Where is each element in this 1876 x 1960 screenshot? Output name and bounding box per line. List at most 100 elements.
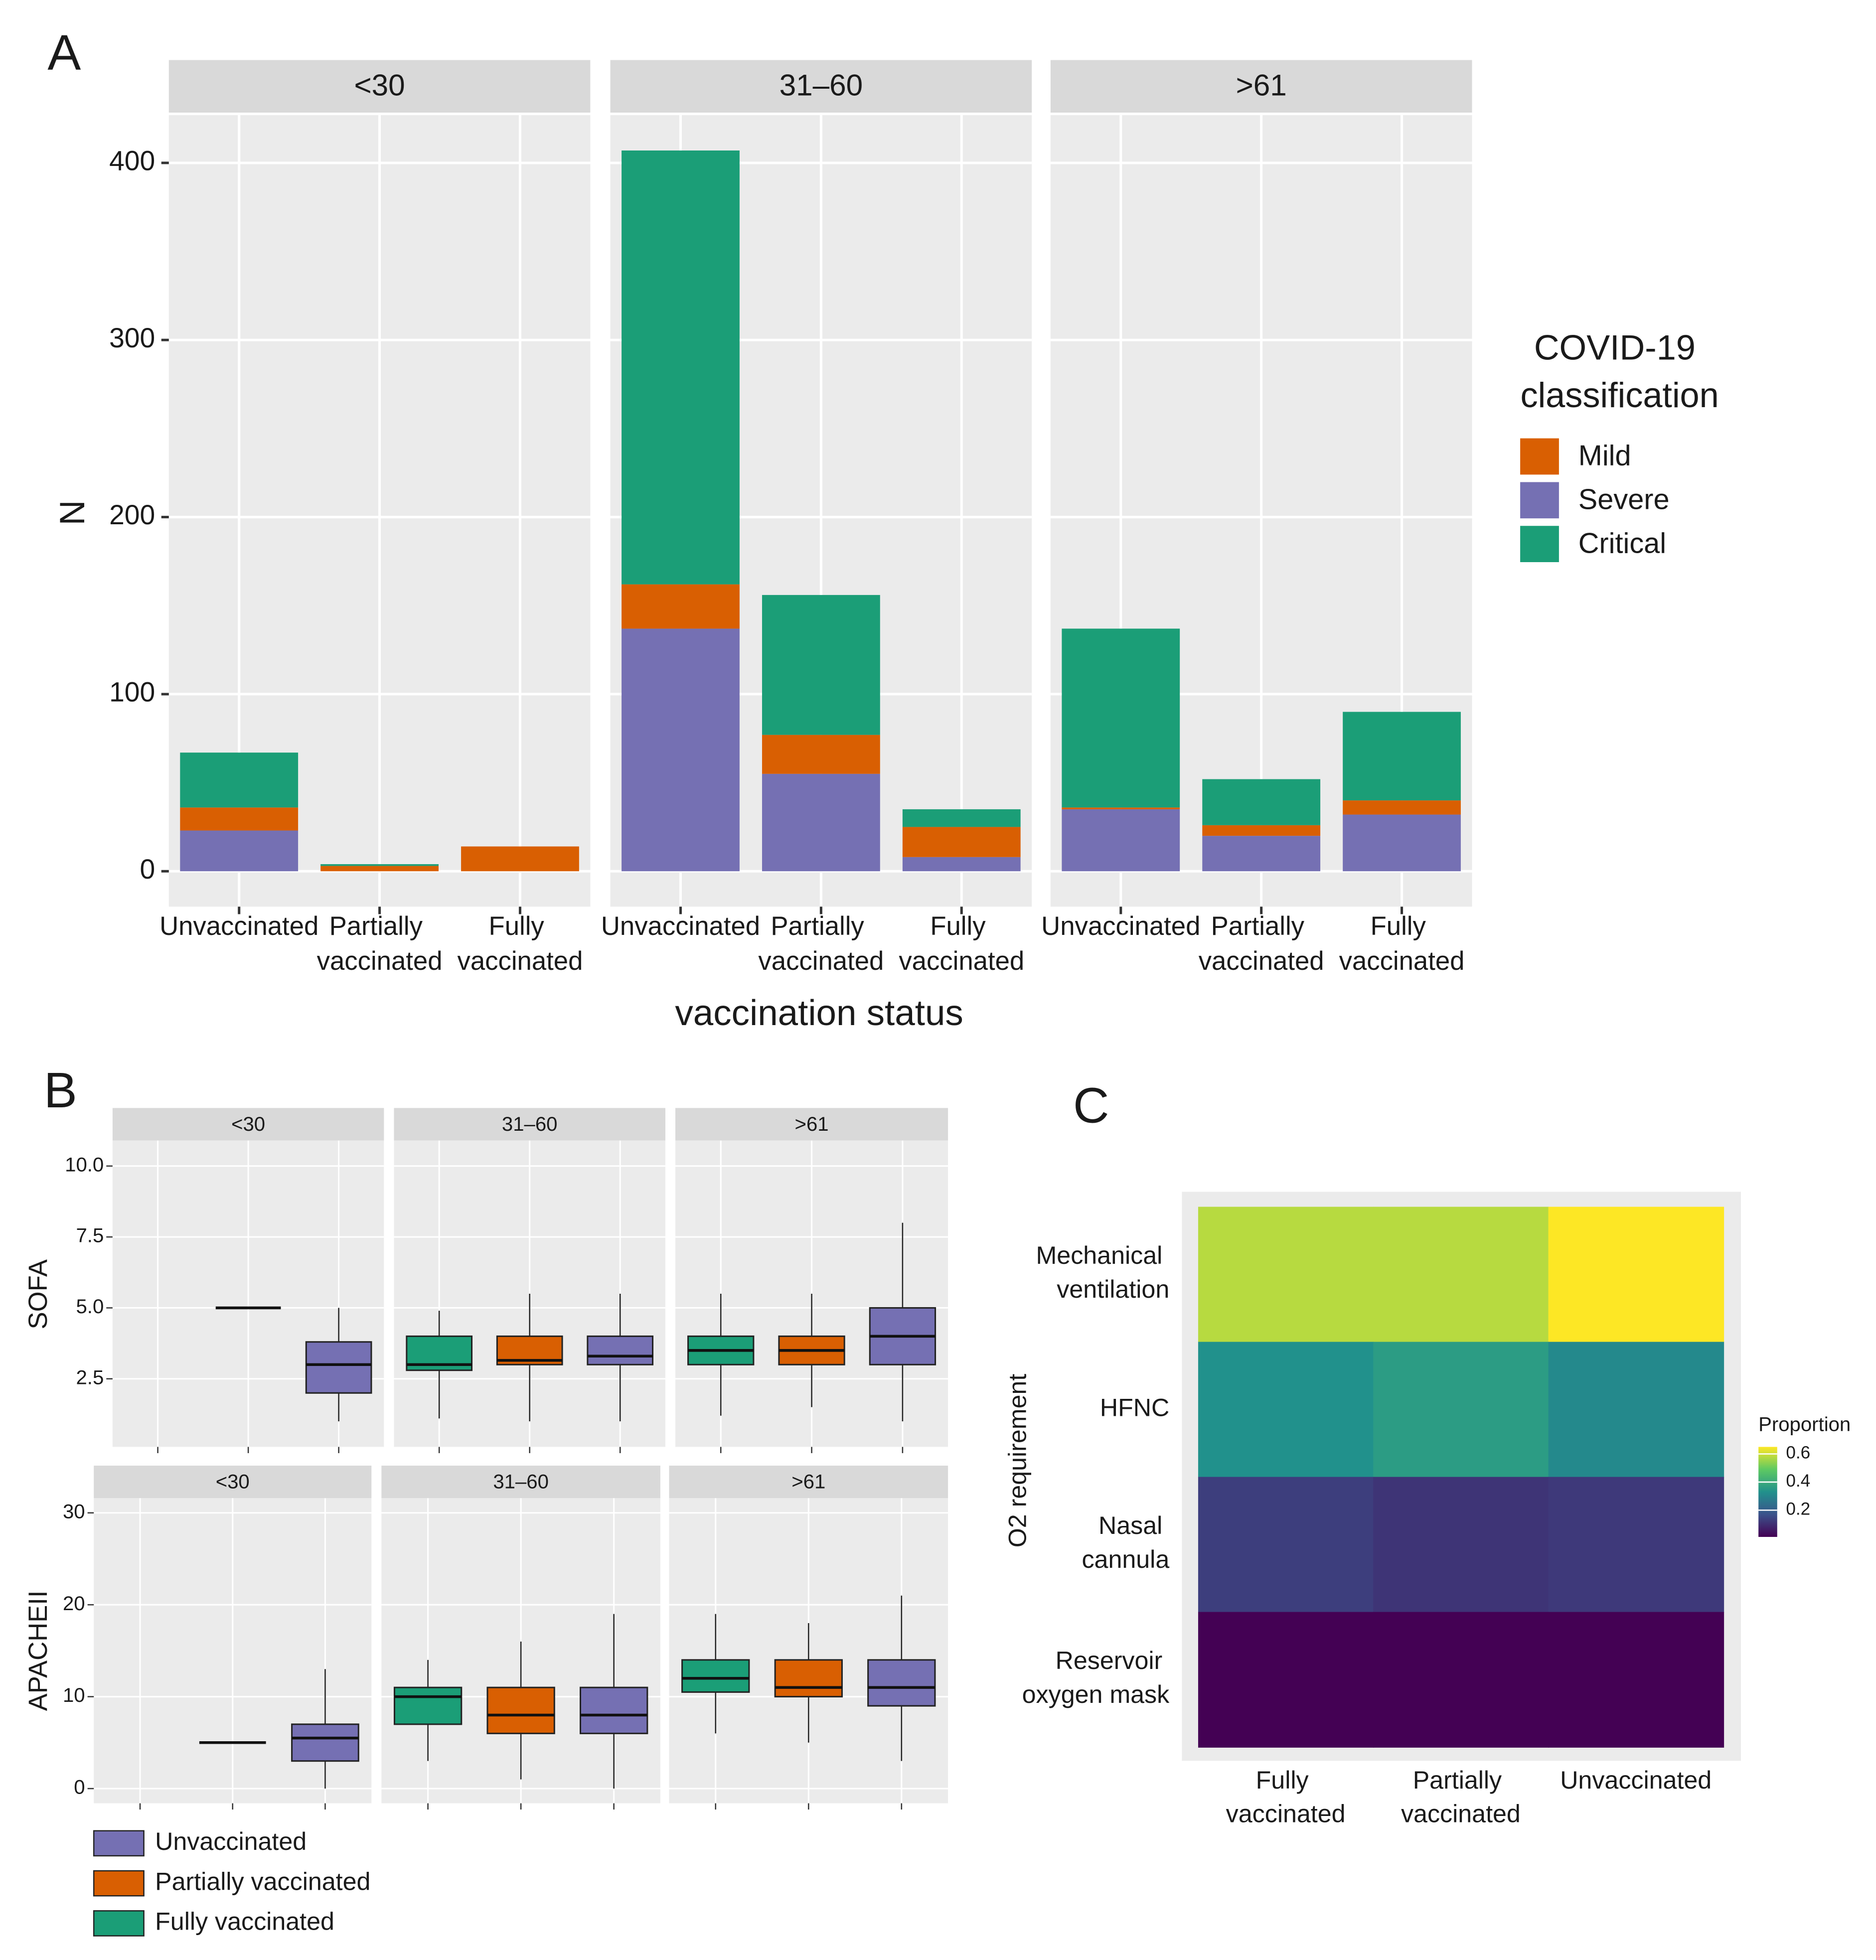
legend-label: Severe (1578, 484, 1670, 516)
strip (394, 1108, 665, 1141)
bar-segment (622, 628, 740, 872)
x-tick-label: Partially vaccinated (1199, 911, 1324, 976)
strip (168, 60, 591, 113)
bar-segment (1343, 800, 1461, 815)
bar-segment (1062, 807, 1180, 809)
bar-segment (1062, 628, 1180, 808)
row-label: Nasal cannula (1082, 1511, 1169, 1573)
y-axis-label: O2 requirement (1003, 1374, 1031, 1548)
legend-title: COVID-19 classification (1520, 327, 1719, 414)
y-axis-label: SOFA (23, 1259, 53, 1329)
bar-segment (902, 827, 1021, 857)
heatmap-cell (1198, 1206, 1374, 1343)
heatmap-cell (1198, 1342, 1374, 1478)
colorbar-tick-label: 0.4 (1786, 1471, 1810, 1491)
facet-label: 31–60 (493, 1471, 549, 1493)
box (587, 1335, 654, 1365)
bar-segment (320, 864, 439, 866)
heatmap-cell (1198, 1477, 1374, 1613)
x-tick-label: Fully vaccinated (458, 911, 583, 976)
y-tick-label: 2.5 (76, 1366, 104, 1388)
y-tick-label: 400 (109, 145, 155, 176)
row-label: HFNC (1100, 1393, 1169, 1421)
y-tick-label: 5.0 (76, 1295, 104, 1318)
x-tick-label: Unvaccinated (159, 911, 318, 941)
box (580, 1686, 648, 1734)
bar-segment (1343, 814, 1461, 872)
y-tick-label: 0 (74, 1776, 85, 1799)
heatmap-cell (1373, 1206, 1549, 1343)
heatmap-cell (1548, 1612, 1724, 1748)
legend-label: Unvaccinated (155, 1827, 307, 1855)
facet-label: <30 (354, 68, 405, 102)
legend-swatch (93, 1830, 145, 1857)
bar-segment (762, 773, 880, 872)
bar-segment (762, 595, 880, 735)
legend-swatch (1519, 524, 1561, 564)
box (774, 1659, 843, 1698)
legend-label: Partially vaccinated (155, 1867, 370, 1895)
y-tick-label: 10.0 (65, 1153, 104, 1176)
box (393, 1686, 463, 1725)
colorbar (1758, 1447, 1777, 1537)
facet-label: >61 (795, 1113, 829, 1135)
bar-segment (1062, 809, 1180, 872)
facet-label: 31–60 (502, 1113, 558, 1135)
strip (610, 60, 1032, 113)
panel-label: B (44, 1062, 77, 1118)
x-tick-label: Fully vaccinated (899, 911, 1024, 976)
x-tick-label: Unvaccinated (1041, 911, 1200, 941)
x-tick-label: Unvaccinated (601, 911, 760, 941)
facet-label: <30 (216, 1471, 250, 1493)
bar-segment (1202, 825, 1321, 836)
box (867, 1659, 936, 1707)
heatmap-cell (1548, 1342, 1724, 1478)
column-label: Partially vaccinated (1401, 1766, 1521, 1828)
heatmap-cell (1198, 1612, 1374, 1748)
legend-label: Mild (1578, 440, 1631, 472)
legend-label: Fully vaccinated (155, 1908, 334, 1936)
y-axis-label: N (52, 500, 92, 526)
bar-segment (461, 846, 579, 872)
bar-segment (902, 857, 1021, 872)
legend-swatch (1519, 480, 1561, 520)
bar-segment (320, 866, 439, 872)
bar-segment (180, 830, 299, 872)
box (681, 1659, 750, 1693)
legend-swatch (1519, 437, 1561, 476)
row-label: Reservoir oxygen mask (1022, 1647, 1170, 1708)
box (305, 1341, 372, 1394)
y-tick-label: 100 (109, 676, 155, 707)
heatmap-cell (1548, 1477, 1724, 1613)
strip (112, 1108, 384, 1141)
x-axis-label: vaccination status (675, 993, 963, 1033)
colorbar-tick-label: 0.6 (1786, 1443, 1810, 1463)
panel-label: A (47, 24, 81, 80)
y-tick-label: 30 (63, 1500, 85, 1522)
bar-segment (622, 150, 740, 585)
y-tick-label: 20 (63, 1592, 85, 1615)
bar-segment (1202, 836, 1321, 872)
heatmap-cell (1373, 1342, 1549, 1478)
legend-title: Proportion (1758, 1413, 1851, 1435)
column-label: Fully vaccinated (1226, 1766, 1346, 1828)
heatmap-cell (1548, 1206, 1724, 1343)
legend-swatch (93, 1870, 145, 1897)
row-label: Mechanical ventilation (1036, 1241, 1170, 1303)
strip (94, 1465, 372, 1499)
panel-label: C (1073, 1077, 1109, 1133)
facet-label: >61 (1236, 68, 1287, 102)
heatmap-cell (1373, 1477, 1549, 1613)
bar-segment (762, 735, 880, 774)
legend-label: Critical (1578, 527, 1666, 559)
legend-swatch (93, 1910, 145, 1937)
bar-segment (1202, 779, 1321, 825)
y-tick-label: 200 (109, 499, 155, 530)
bar-segment (180, 807, 299, 831)
facet-label: >61 (791, 1471, 825, 1493)
box (291, 1723, 359, 1762)
x-tick-label: Partially vaccinated (758, 911, 884, 976)
x-tick-label: Partially vaccinated (317, 911, 443, 976)
